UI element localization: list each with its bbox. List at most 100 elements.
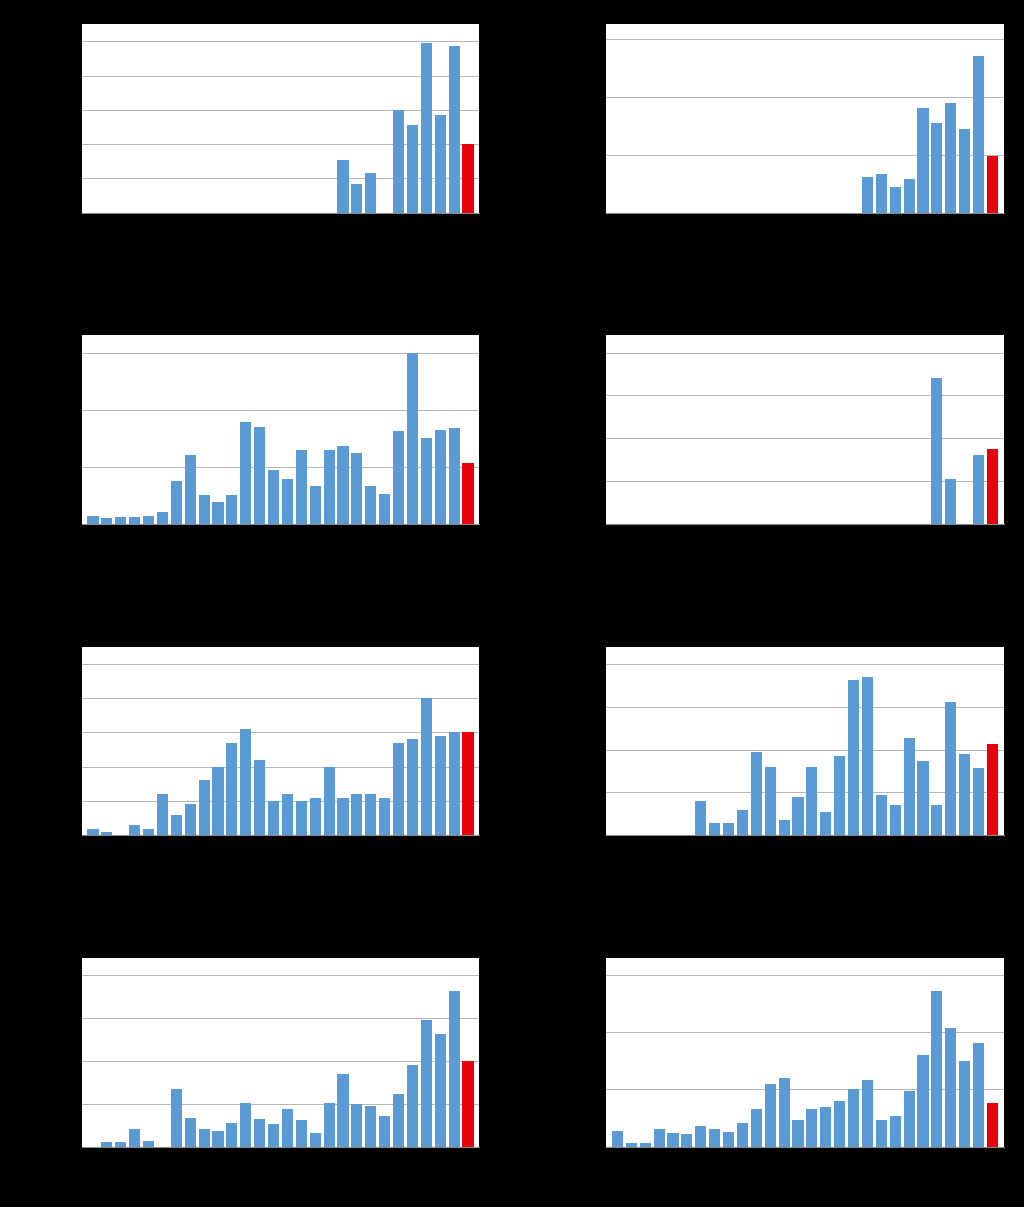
Bar bbox=[338, 447, 348, 524]
Bar bbox=[435, 736, 445, 835]
Bar bbox=[463, 144, 474, 212]
Bar bbox=[876, 795, 887, 835]
Bar bbox=[973, 769, 984, 835]
Bar bbox=[848, 681, 859, 835]
Bar bbox=[931, 378, 942, 524]
Bar bbox=[338, 798, 348, 835]
Bar bbox=[184, 455, 196, 524]
Title: Torne/Tornio: Torne/Tornio bbox=[218, 1, 343, 19]
Bar bbox=[309, 798, 321, 835]
Bar bbox=[987, 1103, 998, 1147]
Bar bbox=[876, 174, 887, 212]
Bar bbox=[765, 766, 776, 835]
Bar bbox=[611, 1131, 623, 1147]
Bar bbox=[751, 1109, 762, 1147]
Bar bbox=[723, 1132, 734, 1147]
Bar bbox=[157, 512, 168, 524]
Bar bbox=[393, 742, 404, 835]
Bar bbox=[116, 517, 126, 524]
Bar bbox=[959, 754, 970, 835]
Bar bbox=[379, 1115, 390, 1147]
Title: Ume/Vindel: Ume/Vindel bbox=[748, 935, 862, 954]
Bar bbox=[931, 991, 942, 1147]
Bar bbox=[324, 450, 335, 524]
Bar bbox=[945, 702, 956, 835]
Bar bbox=[737, 810, 748, 835]
Bar bbox=[931, 123, 942, 212]
Bar bbox=[959, 1061, 970, 1147]
Bar bbox=[695, 801, 707, 835]
Bar bbox=[806, 1109, 817, 1147]
Bar bbox=[366, 174, 377, 212]
Bar bbox=[835, 1101, 845, 1147]
Title: Råne: Råne bbox=[779, 313, 830, 331]
Bar bbox=[737, 1124, 748, 1147]
Bar bbox=[101, 518, 113, 524]
Bar bbox=[421, 43, 432, 212]
Bar bbox=[751, 752, 762, 835]
Bar bbox=[282, 794, 293, 835]
Bar bbox=[862, 1080, 872, 1147]
Bar bbox=[296, 801, 307, 835]
Bar bbox=[143, 1142, 155, 1147]
Bar bbox=[407, 740, 418, 835]
Title: Byske: Byske bbox=[251, 935, 310, 954]
Bar bbox=[862, 176, 872, 212]
Bar bbox=[129, 1130, 140, 1147]
Bar bbox=[199, 1130, 210, 1147]
Bar bbox=[199, 496, 210, 524]
Bar bbox=[778, 1078, 790, 1147]
Bar bbox=[723, 822, 734, 835]
Bar bbox=[918, 760, 929, 835]
Bar bbox=[309, 1132, 321, 1147]
Bar bbox=[143, 515, 155, 524]
Bar bbox=[890, 1115, 901, 1147]
Bar bbox=[421, 438, 432, 524]
Bar bbox=[171, 480, 182, 524]
Bar bbox=[241, 729, 251, 835]
Bar bbox=[366, 486, 377, 524]
Bar bbox=[765, 1084, 776, 1147]
Bar bbox=[241, 1103, 251, 1147]
Bar bbox=[87, 828, 98, 835]
Bar bbox=[890, 187, 901, 212]
Bar bbox=[973, 56, 984, 212]
Bar bbox=[116, 1142, 126, 1147]
Bar bbox=[129, 518, 140, 524]
Bar bbox=[987, 156, 998, 212]
Bar bbox=[366, 1106, 377, 1147]
Bar bbox=[129, 826, 140, 835]
Bar bbox=[903, 1091, 914, 1147]
Bar bbox=[903, 180, 914, 212]
Bar bbox=[296, 1120, 307, 1147]
Bar bbox=[282, 1109, 293, 1147]
Bar bbox=[254, 760, 265, 835]
Bar bbox=[435, 1034, 445, 1147]
Bar bbox=[463, 733, 474, 835]
Bar bbox=[793, 1120, 804, 1147]
Bar bbox=[171, 815, 182, 835]
Bar bbox=[101, 1142, 113, 1147]
Title: Åby: Åby bbox=[785, 622, 824, 642]
Bar bbox=[213, 1131, 223, 1147]
Bar bbox=[407, 126, 418, 212]
Title: Simo: Simo bbox=[780, 1, 830, 19]
Bar bbox=[918, 1055, 929, 1147]
Bar bbox=[226, 496, 238, 524]
Bar bbox=[241, 422, 251, 524]
Bar bbox=[835, 756, 845, 835]
Bar bbox=[143, 828, 155, 835]
Bar bbox=[213, 502, 223, 524]
Bar bbox=[820, 812, 831, 835]
Bar bbox=[848, 1090, 859, 1147]
Bar bbox=[876, 1120, 887, 1147]
Bar bbox=[351, 183, 362, 212]
Bar bbox=[695, 1126, 707, 1147]
Bar bbox=[157, 794, 168, 835]
Bar bbox=[463, 1061, 474, 1147]
Bar bbox=[379, 495, 390, 524]
Bar bbox=[87, 517, 98, 524]
Bar bbox=[626, 1143, 637, 1147]
Bar bbox=[268, 471, 280, 524]
Bar bbox=[282, 479, 293, 524]
